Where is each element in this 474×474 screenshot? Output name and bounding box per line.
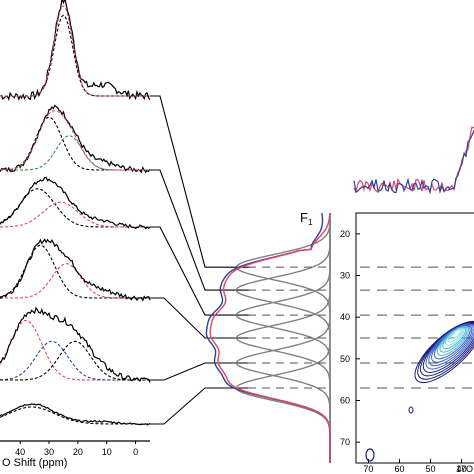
slice-5-component-3 <box>0 340 150 381</box>
f1-label-subscript: 1 <box>308 218 313 227</box>
f1-label: F1 <box>300 210 313 227</box>
slice-4-trace <box>0 238 151 302</box>
slice-5-component-2 <box>0 340 150 381</box>
contour-x-tick-label-50: 50 <box>426 464 436 474</box>
left-x-tick-label-20: 20 <box>73 447 83 457</box>
slice-6-trace <box>0 403 151 426</box>
contour-x-tick-label-70: 70 <box>363 464 373 474</box>
contour-x-tick-label-40: 40 <box>457 464 467 474</box>
left-x-tick-label-10: 10 <box>102 447 112 457</box>
f1-projection: F1 <box>205 210 331 463</box>
contour-y-tick-label-40: 40 <box>340 312 350 322</box>
contour-frame <box>355 212 474 464</box>
connector-4 <box>150 297 250 339</box>
contour-y-tick-label-30: 30 <box>340 271 350 281</box>
contour-minor-peak-2 <box>408 406 414 414</box>
slice-1-trace <box>0 0 151 102</box>
slice-6-component-1 <box>0 406 150 425</box>
connector-5 <box>150 362 250 381</box>
contour-x-axis-label: 17O <box>456 464 473 474</box>
f1-sum-red <box>209 212 331 463</box>
slice-5-component-1 <box>0 319 150 381</box>
left-x-tick-label-40: 40 <box>15 447 25 457</box>
slice-4-component-1 <box>0 244 150 299</box>
f2-trace-blue <box>353 130 474 195</box>
slice-4-component-2 <box>0 263 150 299</box>
connector-lines <box>150 95 250 425</box>
left-x-ticks: 40 30 20 10 0 <box>15 441 138 457</box>
f1-label-main: F <box>300 210 308 225</box>
left-x-axis-label: O Shift (ppm) <box>2 457 67 469</box>
slice-2-fit <box>0 110 150 171</box>
contour-y-tick-label-60: 60 <box>340 396 350 406</box>
contour-y-tick-label-20: 20 <box>340 229 350 239</box>
slice-1-fit <box>0 5 150 97</box>
slice-3-component-1 <box>0 188 150 228</box>
connector-1 <box>150 95 250 268</box>
contour-x-tick-label-60: 60 <box>394 464 404 474</box>
slice-5-trace <box>0 306 151 383</box>
slice-3-component-2 <box>0 201 150 228</box>
left-x-tick-label-0: 0 <box>133 447 138 457</box>
connector-2 <box>150 169 250 291</box>
contour-panel: 20 30 40 50 60 70 70 60 50 40 17O <box>248 212 474 474</box>
slice-panel: 40 30 20 10 0 O Shift (ppm) <box>0 0 151 469</box>
contour-y-tick-label-70: 70 <box>340 437 350 447</box>
f2-projection <box>353 126 474 195</box>
contour-level-14 <box>450 328 462 340</box>
contour-y-tick-label-50: 50 <box>340 354 350 364</box>
left-x-tick-label-30: 30 <box>44 447 54 457</box>
connector-6 <box>150 387 250 425</box>
contour-blob <box>365 320 474 462</box>
contour-minor-peak-1 <box>365 448 375 462</box>
slice-3-trace <box>0 176 151 230</box>
slice-2-component-1 <box>0 116 150 171</box>
connector-3 <box>150 226 250 316</box>
